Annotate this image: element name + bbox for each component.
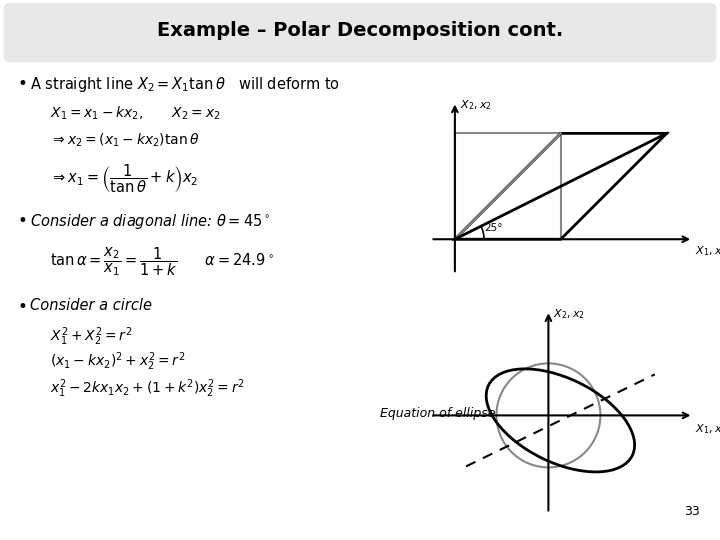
Text: A straight line $X_2 = X_1\tan\theta$   will deform to: A straight line $X_2 = X_1\tan\theta$ wi…	[30, 75, 340, 94]
Text: $\Rightarrow x_2 = (x_1 - kx_2)\tan\theta$: $\Rightarrow x_2 = (x_1 - kx_2)\tan\thet…	[50, 132, 199, 150]
Text: Example – Polar Decomposition cont.: Example – Polar Decomposition cont.	[157, 21, 563, 40]
Text: Consider a diagonal line: $\theta = 45^\circ$: Consider a diagonal line: $\theta = 45^\…	[30, 212, 271, 231]
Text: $X_2, x_2$: $X_2, x_2$	[460, 98, 492, 112]
Text: $X_1, x_1$: $X_1, x_1$	[696, 422, 720, 436]
Text: $\Rightarrow x_1 = \left(\dfrac{1}{\tan\theta} + k\right)x_2$: $\Rightarrow x_1 = \left(\dfrac{1}{\tan\…	[50, 162, 198, 194]
Text: $(x_1 - kx_2)^2 + x_2^2 = r^2$: $(x_1 - kx_2)^2 + x_2^2 = r^2$	[50, 350, 186, 373]
Text: $x_1^2 - 2kx_1x_2 + (1+k^2)x_2^2 = r^2$: $x_1^2 - 2kx_1x_2 + (1+k^2)x_2^2 = r^2$	[50, 377, 245, 400]
Text: Equation of ellipse: Equation of ellipse	[380, 407, 495, 420]
Text: 25°: 25°	[485, 224, 503, 233]
Text: $X_1^2 + X_2^2 = r^2$: $X_1^2 + X_2^2 = r^2$	[50, 325, 132, 348]
Text: $X_2, x_2$: $X_2, x_2$	[554, 307, 585, 321]
Text: •: •	[18, 75, 28, 93]
Text: 33: 33	[684, 505, 700, 518]
Text: $X_1, x_1$: $X_1, x_1$	[696, 245, 720, 258]
Text: Consider a circle: Consider a circle	[30, 298, 152, 313]
Text: $\tan\alpha = \dfrac{x_2}{x_1} = \dfrac{1}{1+k}$      $\alpha = 24.9^\circ$: $\tan\alpha = \dfrac{x_2}{x_1} = \dfrac{…	[50, 245, 274, 278]
Text: •: •	[18, 212, 28, 230]
Text: $X_1 = x_1 - kx_2,$      $X_2 = x_2$: $X_1 = x_1 - kx_2,$ $X_2 = x_2$	[50, 105, 220, 123]
Text: •: •	[18, 298, 28, 316]
